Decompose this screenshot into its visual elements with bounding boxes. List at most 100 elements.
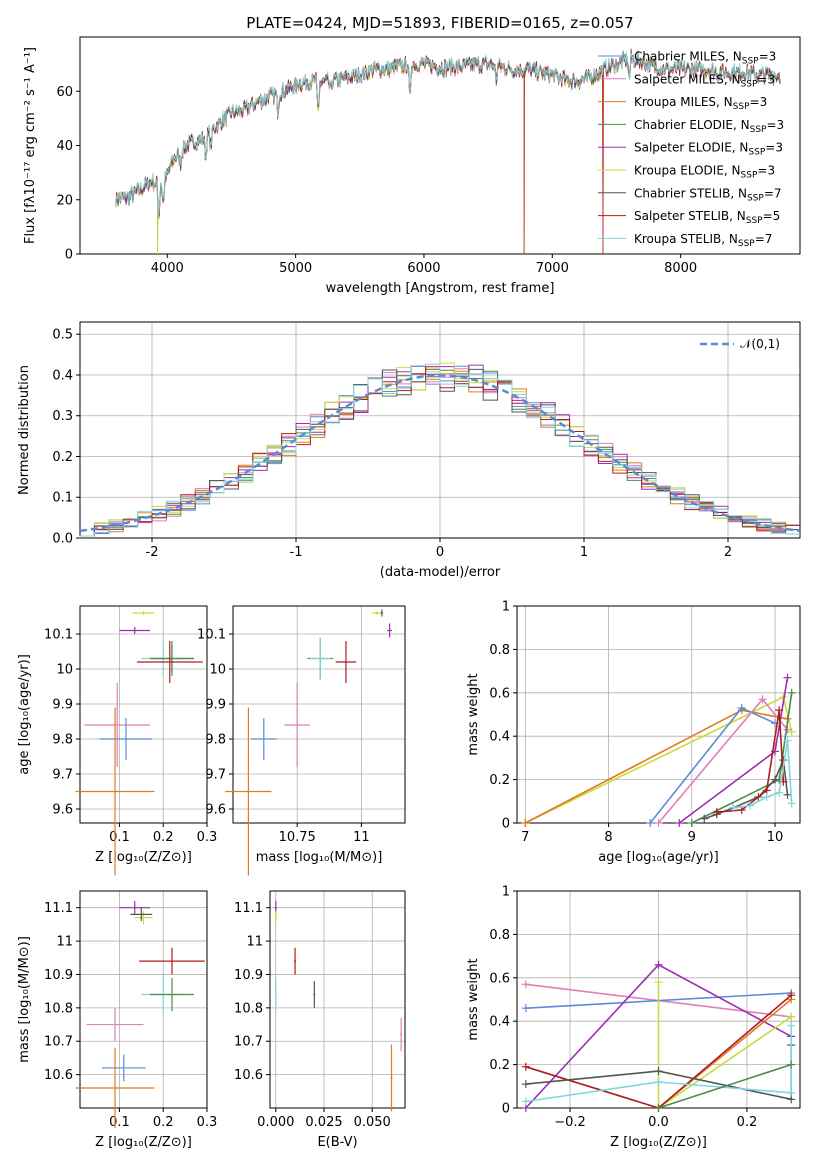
y-tick-label: 0.4 [489,730,510,745]
x-tick-label: −0.2 [554,1115,586,1130]
x-tick-label: 1 [580,545,588,560]
y-tick-label: 0 [502,817,510,832]
y-tick-label: 10.8 [44,1001,73,1016]
y-axis-label: Flux [fλ10⁻¹⁷ erg cm⁻² s⁻¹ A⁻¹] [23,47,38,244]
y-tick-label: 9.8 [205,733,226,748]
axes-frame [232,605,406,824]
legend-label: Chabrier MILES, NSSP=3 [634,50,776,67]
x-tick-label: 0.000 [257,1115,294,1130]
weight-age-lines [521,673,796,827]
legend-label: Chabrier STELIB, NSSP=7 [634,186,782,203]
y-tick-label: 11.1 [234,901,263,916]
x-tick-label: 8 [604,830,612,845]
x-tick-label: 0.025 [305,1115,342,1130]
y-tick-label: 10 [56,663,73,678]
y-tick-label: 1 [502,600,510,615]
y-tick-label: 9.9 [52,698,73,713]
age-Z-axes: 0.1 0.2 0.3 9.6 9.7 9.8 9.9 10 10.1 Z [log₁₀(Z/Z⊙… [17,605,218,865]
y-tick-label: 9.6 [205,803,226,818]
y-tick-label: 0.4 [489,1015,510,1030]
legend-label: Salpeter MILES, NSSP=3 [634,72,775,89]
y-tick-label: 9.8 [52,733,73,748]
y-tick-label: 0 [65,248,73,263]
x-axis-label: mass [log₁₀(M/M⊙)] [256,850,383,865]
legend-label: 𝒩(0,1) [740,337,780,351]
histograms: 𝒩(0,1) [79,337,801,538]
age-mass-errorbars [225,609,393,876]
y-tick-label: 9.7 [205,768,226,783]
spectrum-line [115,49,781,215]
axes-frame [269,890,406,1109]
y-tick-label: 0.2 [489,773,510,788]
y-tick-label: 10.9 [44,968,73,983]
legend-label: Kroupa STELIB, NSSP=7 [634,232,772,249]
x-tick-label: 7000 [536,261,569,276]
x-tick-label: 0 [436,545,444,560]
x-tick-label: 5000 [279,261,312,276]
x-tick-label: 0.1 [109,830,130,845]
x-tick-label: 9 [688,830,696,845]
normal-reference-curve [79,374,801,533]
y-tick-label: 10.1 [44,628,73,643]
weight-Z-lines [521,960,796,1112]
figure-title: PLATE=0424, MJD=51893, FIBERID=0165, z=0… [246,14,633,32]
x-tick-label: 0.1 [109,1115,130,1130]
x-axis-label: Z [log₁₀(Z/Z⊙)] [95,1135,192,1150]
x-tick-label: 10 [767,830,784,845]
y-tick-label: 0.6 [489,971,510,986]
y-tick-label: 11.1 [44,901,73,916]
x-tick-label: 0.2 [153,1115,174,1130]
x-tick-label: 0.3 [197,830,218,845]
axes-frame [79,605,208,824]
y-tick-label: 10.7 [44,1035,73,1050]
x-tick-label: 8000 [664,261,697,276]
y-tick-label: 0.4 [52,368,73,383]
y-tick-label: 0.0 [52,532,73,547]
x-tick-label: 0.050 [354,1115,391,1130]
y-tick-label: 10.9 [234,968,263,983]
y-tick-label: 1 [502,885,510,900]
legend-label: Kroupa MILES, NSSP=3 [634,95,767,112]
x-tick-label: 0.3 [197,1115,218,1130]
y-tick-label: 0.2 [489,1058,510,1073]
x-axis-label: (data-model)/error [380,565,501,580]
axes-frame [79,890,208,1109]
series-line [525,1025,792,1103]
x-tick-label: -1 [290,545,303,560]
age-Z-errorbars [75,611,203,876]
series-line [658,1063,792,1109]
mass-EBV-axes: 0.000 0.025 0.050 10.6 10.7 10.8 10.9 11 11.1 E(B… [234,890,406,1150]
x-axis-label: age [log₁₀(age/yr)] [598,850,719,865]
x-tick-label: 7 [521,830,529,845]
y-axis-label: age [log₁₀(age/yr)] [17,654,32,775]
y-tick-label: 11 [56,935,73,950]
age-mass-axes: 10.75 11 9.6 9.7 9.8 9.9 10 10.1 mass [log₁₀(M/M… [197,605,406,865]
x-axis-label: Z [log₁₀(Z/Z⊙)] [95,850,192,865]
spectrum-legend: Chabrier MILES, NSSP=3 Salpeter MILES, NS… [598,50,784,249]
y-tick-label: 0.6 [489,686,510,701]
y-tick-label: 60 [56,85,73,100]
y-tick-label: 0.5 [52,328,73,343]
x-tick-label: 6000 [407,261,440,276]
y-tick-label: 0 [502,1102,510,1117]
x-tick-label: 10.75 [279,830,316,845]
x-tick-label: 0.2 [153,830,174,845]
y-tick-label: 0.8 [489,643,510,658]
weight-age-axes: 7 8 9 10 0 0.2 0.4 0.6 0.8 1 age [log₁₀(age/yr)] ma… [466,600,801,865]
x-axis-label: E(B-V) [317,1135,357,1150]
legend-label: Salpeter STELIB, NSSP=5 [634,209,780,226]
y-tick-label: 9.7 [52,768,73,783]
y-tick-label: 10.6 [44,1068,73,1083]
spectrum-axes: 4000 5000 6000 7000 8000 0 20 40 60 wavelength [A… [23,36,801,296]
y-tick-label: 0.2 [52,450,73,465]
mass-Z-errorbars [75,901,205,1129]
y-tick-label: 11 [246,935,263,950]
histogram-steps [79,363,800,538]
y-tick-label: 10.6 [234,1068,263,1083]
y-tick-label: 10.7 [234,1035,263,1050]
y-axis-label: Normed distribution [17,365,32,495]
mass-EBV-errorbars [274,901,403,1112]
x-tick-label: 2 [724,545,732,560]
